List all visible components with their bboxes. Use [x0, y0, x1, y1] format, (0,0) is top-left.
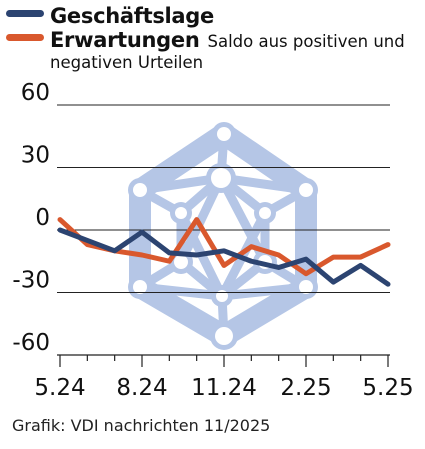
- y-tick-label: 60: [21, 80, 50, 106]
- y-tick-label: 30: [21, 143, 50, 169]
- logo-node-hole: [259, 207, 271, 219]
- logo-node-hole: [215, 327, 233, 345]
- legend-label-geschaeftslage: Geschäftslage: [50, 4, 214, 28]
- series-lines: [57, 217, 391, 287]
- legend-item-erwartungen: Erwartungen Saldo aus positiven und: [6, 28, 421, 52]
- x-tick-label: 5.24: [34, 375, 85, 401]
- logo-node-hole: [133, 183, 147, 197]
- legend: Geschäftslage Erwartungen Saldo aus posi…: [6, 4, 421, 74]
- logo-link: [217, 282, 311, 301]
- logo-link: [135, 282, 227, 301]
- x-tick-label: 8.24: [116, 375, 167, 401]
- y-tick-label: -60: [12, 330, 50, 356]
- y-axis-ticks: 60 30 0 -30 -60: [12, 80, 50, 356]
- logo-node-hole: [216, 290, 228, 302]
- network-hexagon-logo: [128, 122, 318, 350]
- x-tick-label: 5.25: [362, 375, 413, 401]
- logo-node-hole: [211, 168, 231, 188]
- x-tick-label: 2.25: [280, 375, 331, 401]
- legend-label-erwartungen: Erwartungen: [50, 28, 200, 52]
- legend-note: Saldo aus positiven und: [207, 32, 405, 51]
- series-line-geschftslage: [57, 227, 391, 287]
- logo-link: [176, 173, 226, 267]
- x-tick-label: 11.24: [191, 375, 257, 401]
- legend-swatch-erwartungen: [6, 34, 44, 41]
- logo-node-hole: [299, 280, 313, 294]
- logo-node-hole: [175, 207, 187, 219]
- y-tick-label: 0: [35, 205, 50, 231]
- logo-node-hole: [217, 127, 231, 141]
- grid-lines: [57, 104, 390, 293]
- logo-node-hole: [299, 183, 313, 197]
- legend-item-geschaeftslage: Geschäftslage: [6, 4, 421, 28]
- y-tick-label: -30: [12, 268, 50, 294]
- x-axis: 5.24 8.24 11.24 2.25 5.25: [34, 354, 414, 401]
- legend-swatch-geschaeftslage: [6, 10, 44, 17]
- source-credit: Grafik: VDI nachrichten 11/2025: [12, 416, 271, 435]
- logo-node-hole: [133, 280, 147, 294]
- legend-note-line2: negativen Urteilen: [50, 53, 204, 72]
- logo-node-hole: [174, 255, 188, 269]
